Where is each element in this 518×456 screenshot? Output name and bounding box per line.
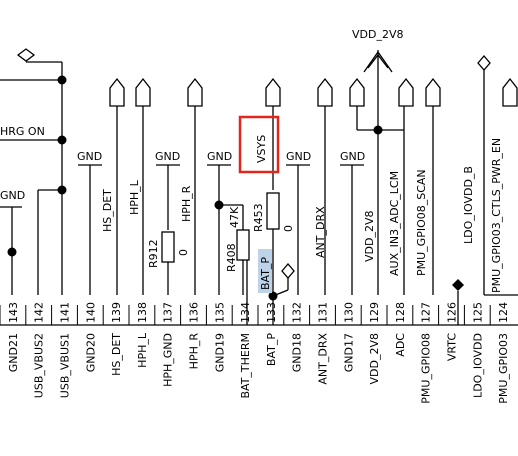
net-label-pmu-gpio03-ctls-pwr-en: PMU_GPIO03_CTLS_PWR_EN <box>490 138 503 293</box>
pin-name: HPH_L <box>136 332 149 368</box>
pin-name: VRTC <box>446 333 459 361</box>
gnd-label: GND <box>155 150 180 163</box>
pin-name: HS_DET <box>110 333 123 376</box>
vrtc-diamond <box>452 279 464 325</box>
gnd-label: GND <box>207 150 232 163</box>
net-port-diamond <box>16 48 36 62</box>
pin-number: 133 <box>265 302 278 323</box>
pin-number: 126 <box>446 302 459 323</box>
pin-name: GND17 <box>342 333 355 372</box>
pin-number: 139 <box>110 302 123 323</box>
vsys-highlight-box <box>238 115 280 174</box>
resistor-value-r453: 0 <box>282 225 295 232</box>
pin-number: 128 <box>394 302 407 323</box>
offpage-connector <box>135 77 151 295</box>
net-port-diamond <box>281 263 295 290</box>
offpage-connector <box>187 77 203 295</box>
offpage-connector <box>425 77 441 295</box>
offpage-connector <box>265 77 281 190</box>
net-label-vdd-2v8: VDD_2V8 <box>363 211 376 263</box>
junction-dot <box>7 247 17 257</box>
pin-number: 135 <box>213 302 226 323</box>
gnd-symbol <box>156 164 180 295</box>
net-label-aux-in3-adc-lcm: AUX_IN3_ADC_LCM <box>388 171 401 276</box>
pin-name: HPH_R <box>188 333 201 370</box>
net-label-hph-r: HPH_R <box>180 185 193 222</box>
pin-number: 140 <box>84 302 97 323</box>
pin-name: ADC <box>394 333 407 357</box>
net-label-hph-l: HPH_L <box>128 179 141 215</box>
net-label-bat-p[interactable]: BAT_P <box>259 257 272 290</box>
gnd-symbol <box>286 164 310 295</box>
pin-name: VDD_2V8 <box>368 333 381 385</box>
junction-dot <box>57 75 67 85</box>
offpage-connector <box>398 77 414 295</box>
pin-numbers: 143 142 141 140 139 138 137 136 135 134 133 132 131 1… <box>7 302 510 323</box>
resistor-ref-r408: R408 <box>225 243 238 272</box>
resistor-value-r408: 47K <box>228 206 241 228</box>
pin-name: USB_VBUS2 <box>33 333 46 398</box>
net-label-hs-det: HS_DET <box>101 189 114 232</box>
resistor-r912 <box>161 231 175 263</box>
pin-number: 143 <box>7 302 20 323</box>
gnd-label: GND <box>0 189 25 202</box>
pin-number: 130 <box>342 302 355 323</box>
pin-number: 137 <box>162 302 175 323</box>
net-label-vsys: VSYS <box>255 135 268 163</box>
pin-name: GND18 <box>291 333 304 372</box>
pin-name: GND21 <box>7 333 20 372</box>
pin-name: GND20 <box>84 333 97 372</box>
junction-dot <box>57 185 67 195</box>
net-label-pmu-gpio08-scan: PMU_GPIO08_SCAN <box>415 169 428 276</box>
pin-number: 132 <box>291 302 304 323</box>
gnd-label: GND <box>286 150 311 163</box>
resistor-ref-r912: R912 <box>147 239 160 268</box>
pin-number: 131 <box>317 302 330 323</box>
pin-name: PMU_GPIO03 <box>497 333 510 404</box>
gnd-label: GND <box>77 150 102 163</box>
pin-name: GND19 <box>213 333 226 372</box>
net-label-hrg-on: HRG ON <box>0 125 45 138</box>
pin-separators <box>0 305 491 325</box>
offpage-connector <box>317 77 333 295</box>
selection-highlight <box>258 249 272 293</box>
net-port-diamond <box>477 55 518 296</box>
pin-name: USB_VBUS1 <box>59 333 72 398</box>
power-arrow <box>363 50 393 295</box>
offpage-connector <box>502 77 518 107</box>
pin-number: 134 <box>239 302 252 323</box>
pin-number: 142 <box>33 302 46 323</box>
net-label-ldo-iovdd-b: LDO_IOVDD_B <box>462 166 475 244</box>
offpage-connector <box>109 77 125 295</box>
pin-name: LDO_IOVDD <box>471 333 484 398</box>
pin-number: 141 <box>59 302 72 323</box>
gnd-symbol <box>207 164 231 295</box>
left-bus <box>0 48 67 295</box>
net-label-ant-drx: ANT_DRX <box>314 206 327 258</box>
gnd-symbol <box>78 164 102 295</box>
pin-number: 129 <box>368 302 381 323</box>
pin-name: HPH_GND <box>162 333 175 387</box>
pin-number: 124 <box>497 302 510 323</box>
pin-name: PMU_GPIO08 <box>420 333 433 404</box>
pin-name: ANT_DRX <box>317 333 330 385</box>
pin-name: BAT_THERM <box>239 333 252 399</box>
pin-number: 138 <box>136 302 149 323</box>
offpage-connector <box>349 77 404 131</box>
resistor-ref-r453: R453 <box>252 203 265 232</box>
power-net-label: VDD_2V8 <box>352 28 404 41</box>
pin-number: 127 <box>420 302 433 323</box>
pin-number: 125 <box>471 302 484 323</box>
pin-number: 136 <box>188 302 201 323</box>
gnd-label: GND <box>340 150 365 163</box>
gnd-symbol <box>340 164 364 295</box>
pin-names: GND21 USB_VBUS2 USB_VBUS1 GND20 HS_DET HPH_L H… <box>7 332 510 404</box>
junction-dot <box>57 135 67 145</box>
resistor-value-r912: 0 <box>177 249 190 256</box>
resistor-r408 <box>214 200 250 295</box>
pin-name: BAT_P <box>265 333 278 366</box>
